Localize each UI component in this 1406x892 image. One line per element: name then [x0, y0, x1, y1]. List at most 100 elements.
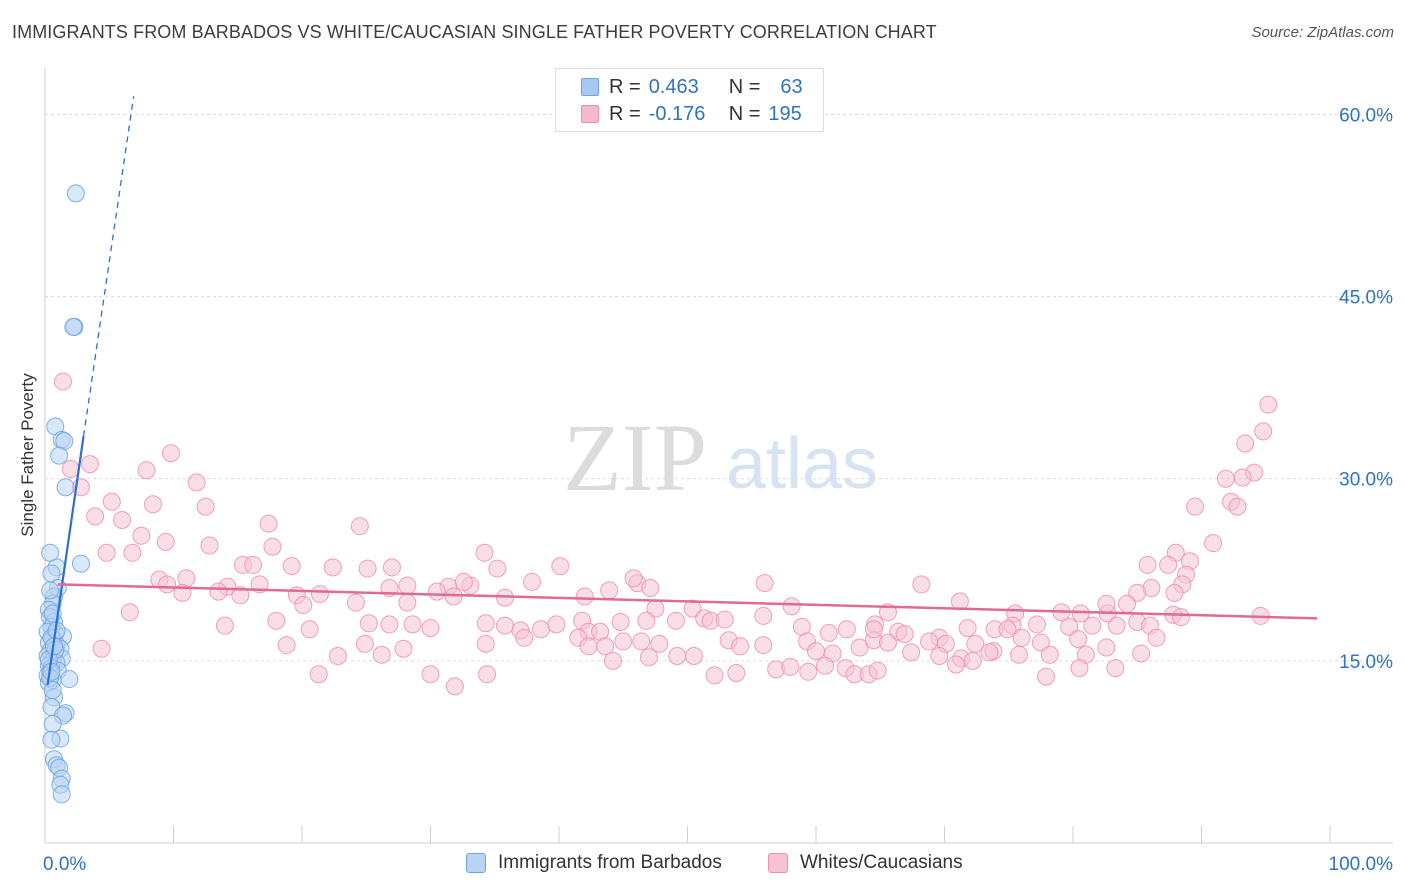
whites-point [998, 620, 1017, 639]
whites-point [850, 638, 869, 657]
whites-point [259, 514, 278, 533]
whites-point [614, 632, 633, 651]
whites-point [1040, 645, 1059, 664]
whites-point [403, 615, 422, 634]
axes [44, 68, 1393, 844]
whites-point [547, 615, 566, 634]
whites-point [478, 665, 497, 684]
whites-point [815, 656, 834, 675]
whites-point [113, 511, 132, 529]
whites-point [445, 677, 464, 696]
whites-point [97, 543, 116, 562]
whites-point [1037, 667, 1056, 686]
whites-points [53, 372, 1278, 696]
series-legend-whites[interactable]: Whites/Caucasians [768, 852, 963, 874]
x-tick-label: 100.0% [1329, 854, 1394, 875]
whites-point [1028, 615, 1047, 634]
series-legend: Immigrants from Barbados Whites/Caucasia… [0, 852, 1406, 878]
whites-point [323, 558, 342, 577]
barbados-point [60, 670, 79, 689]
whites-point [1233, 468, 1252, 487]
whites-point [684, 647, 703, 665]
whites-point [263, 537, 282, 556]
whites-point [579, 637, 598, 656]
whites-point [668, 647, 687, 665]
whites-point [156, 532, 175, 551]
whites-point [1132, 644, 1151, 663]
whites-point [632, 632, 651, 651]
barbados-point [50, 446, 69, 465]
whites-point [912, 575, 931, 594]
whites-point [963, 651, 982, 670]
whites-point [624, 569, 643, 588]
barbados-point [41, 581, 60, 600]
legend-r-value: -0.176 [648, 102, 706, 125]
whites-point [61, 460, 80, 478]
whites-point [187, 473, 206, 492]
whites-point [754, 606, 773, 625]
whites-point [1228, 497, 1247, 516]
legend-r-value: 0.463 [648, 75, 699, 98]
y-tick-label: 15.0% [1339, 652, 1393, 673]
whites-point [683, 599, 702, 618]
whites-point [1159, 555, 1178, 574]
legend-n-value: 195 [768, 102, 802, 125]
whites-point [1165, 583, 1184, 602]
whites-point [350, 517, 369, 536]
barbados-point [56, 478, 75, 497]
whites-point [427, 582, 446, 601]
barbados-point [43, 681, 62, 699]
whites-point [705, 666, 724, 685]
legend-n-label: N = [728, 75, 761, 98]
legend-row-barbados: R = 0.463 N = 63 [556, 74, 803, 100]
whites-point [200, 536, 219, 555]
whites-point [421, 665, 440, 684]
series-legend-barbados[interactable]: Immigrants from Barbados [466, 852, 722, 874]
whites-point [1236, 434, 1255, 453]
whites-point [346, 593, 365, 612]
whites-point [444, 587, 463, 606]
whites-point [86, 507, 105, 526]
watermark-atlas: atlas [726, 424, 878, 504]
whites-point [895, 625, 914, 644]
legend-n-value: 63 [780, 75, 803, 98]
whites-point [1106, 659, 1125, 678]
whites-point [980, 643, 999, 662]
correlation-legend: R = 0.463 N = 63 R = -0.176 N = 195 [555, 68, 824, 132]
barbados-point [64, 317, 83, 336]
whites-point [523, 572, 542, 591]
y-tick-label: 45.0% [1339, 288, 1393, 309]
whites-point [650, 634, 669, 653]
legend-n-label: N = [728, 102, 761, 125]
whites-point [754, 636, 773, 655]
whites-point [596, 637, 615, 656]
whites-point [310, 585, 329, 604]
watermark-zip: ZIP [563, 404, 707, 511]
whites-point [196, 497, 215, 516]
legend-row-whites: R = -0.176 N = 195 [556, 101, 802, 127]
whites-point [398, 593, 417, 612]
whites-point [807, 642, 825, 661]
whites-point [864, 620, 883, 639]
whites-point [1083, 616, 1102, 635]
whites-point [639, 648, 658, 667]
whites-point [123, 543, 142, 562]
barbados-point [42, 730, 61, 749]
whites-point [611, 613, 630, 631]
whites-point [1259, 395, 1278, 414]
whites-point [92, 639, 111, 658]
whites-point [80, 455, 99, 474]
barbados-point [41, 543, 60, 562]
whites-point [394, 639, 413, 658]
whites-point [382, 558, 401, 577]
series-swatch-barbados [466, 853, 486, 873]
whites-point [277, 636, 296, 655]
whites-point [958, 619, 977, 638]
series-swatch-whites [768, 853, 788, 873]
whites-point [575, 587, 594, 606]
barbados-trend-line [46, 436, 85, 686]
whites-point [158, 575, 177, 594]
barbados-trend-extension [82, 96, 135, 437]
whites-point [488, 559, 507, 578]
whites-point [475, 543, 494, 562]
